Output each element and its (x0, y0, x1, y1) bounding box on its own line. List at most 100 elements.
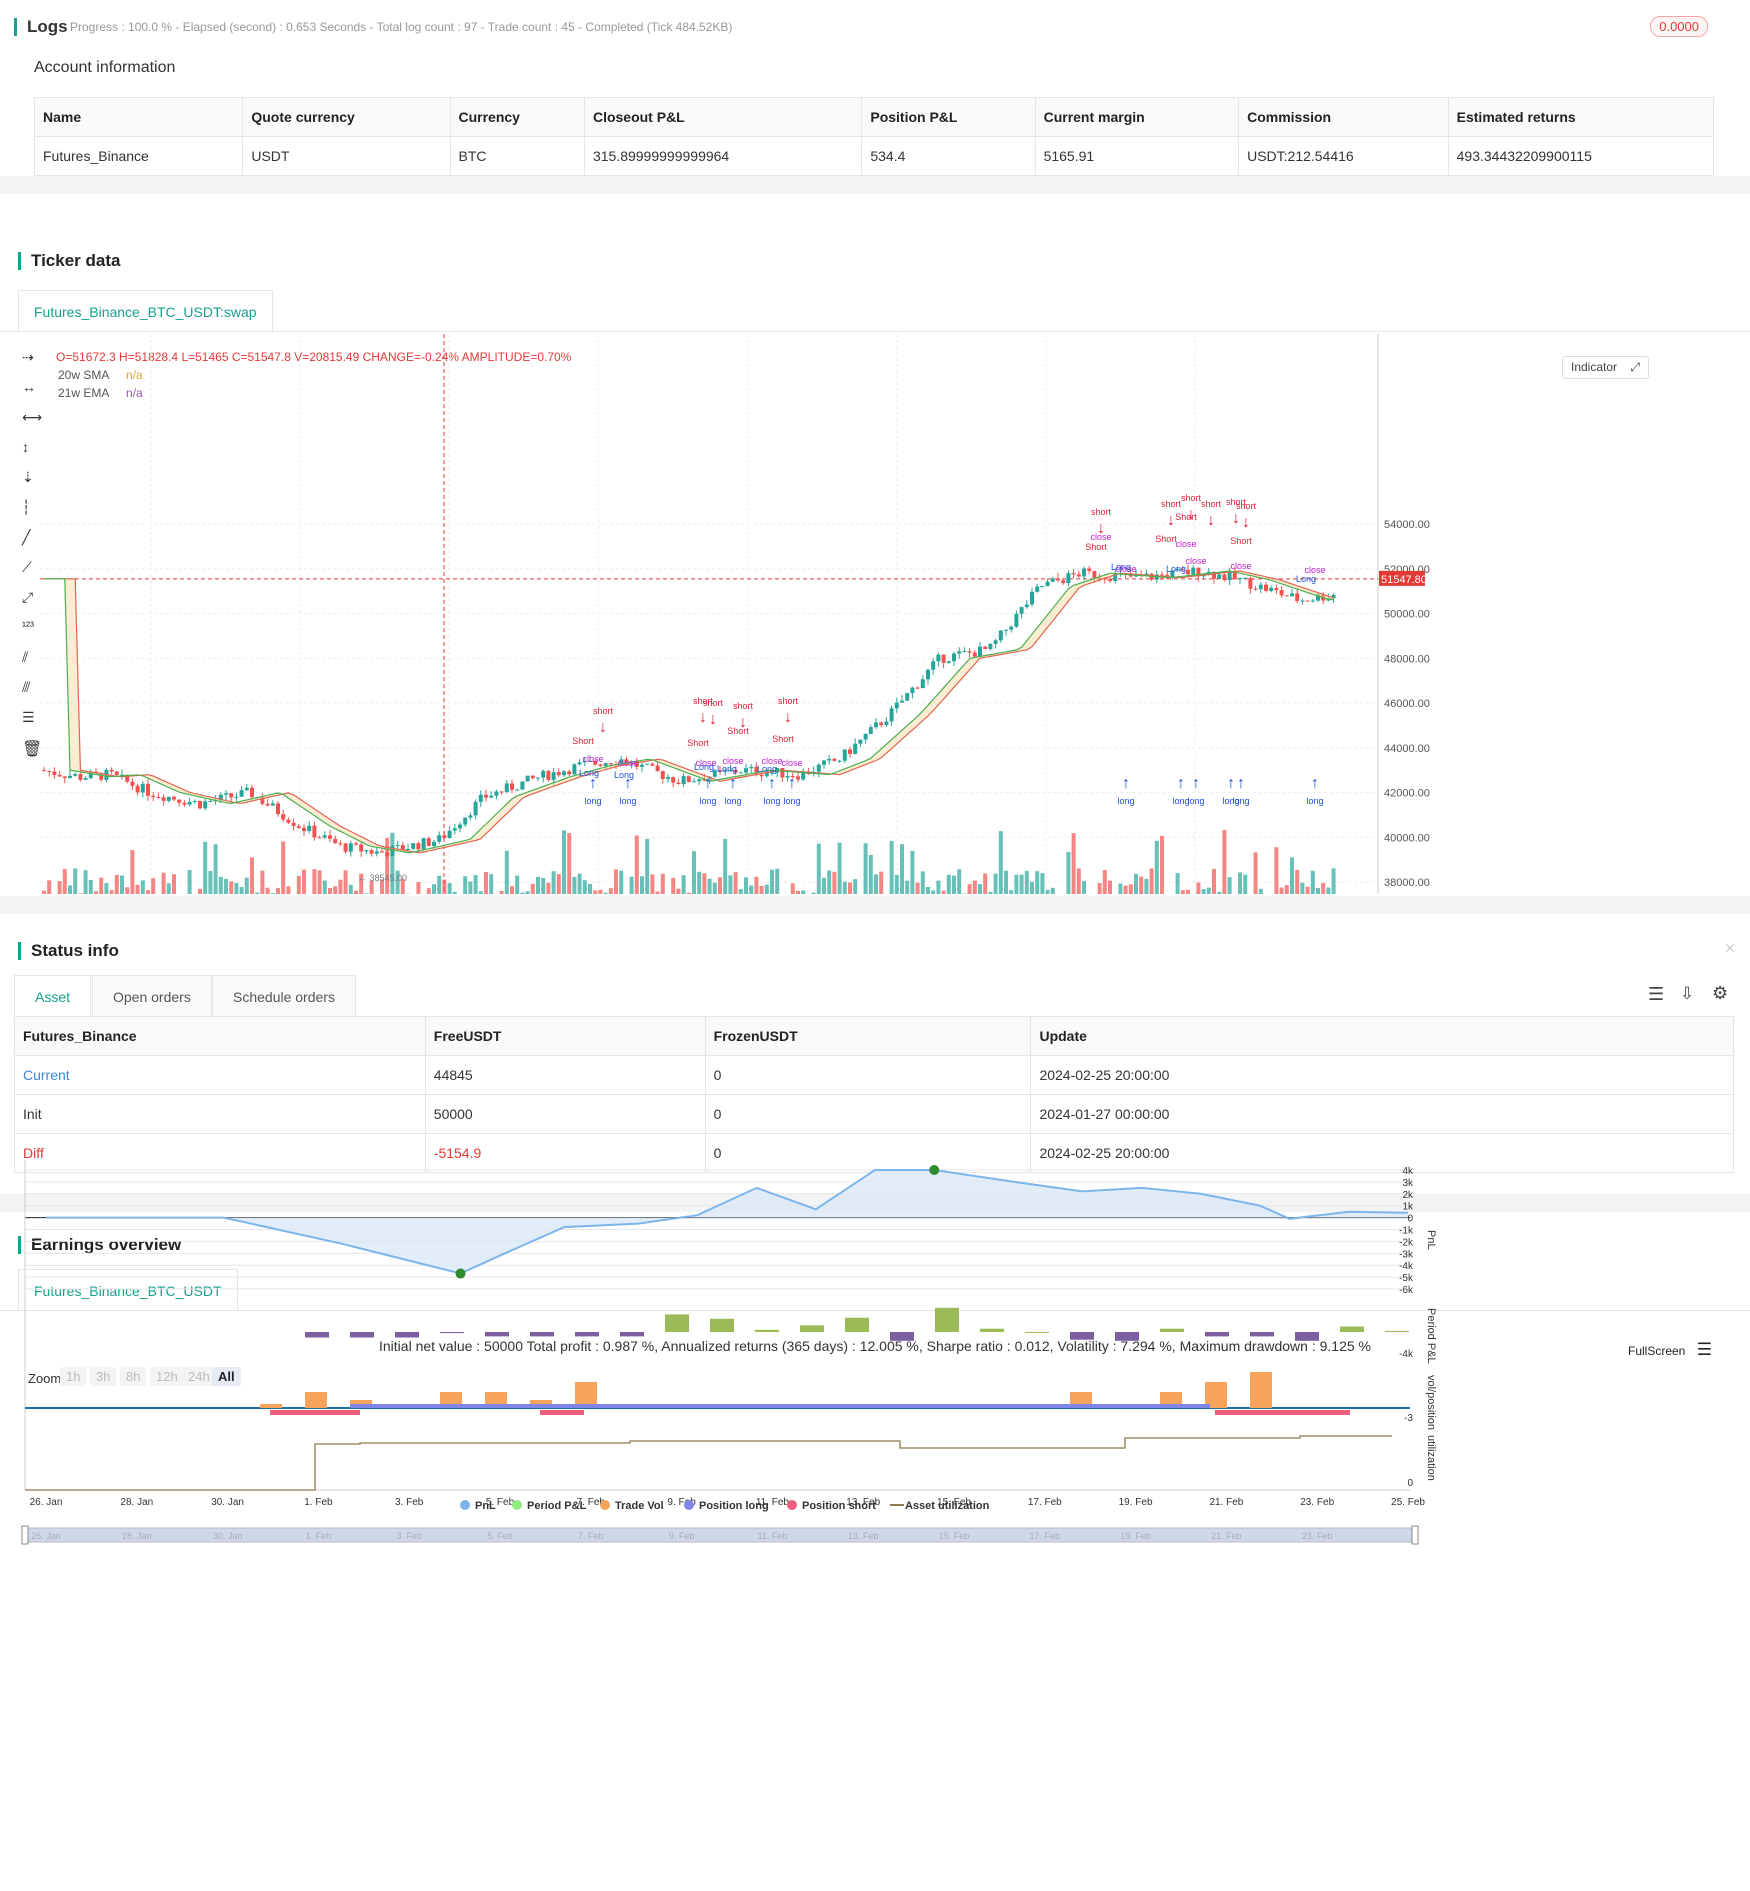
candle-body (354, 843, 358, 845)
vertical-segment-icon[interactable]: ┆ (22, 499, 31, 515)
fullscreen-button[interactable]: FullScreen ☰ (1628, 1340, 1712, 1360)
candle-body (868, 727, 873, 734)
vertical-ray-icon[interactable]: ⇣ (22, 469, 34, 485)
list-icon[interactable]: ☰ (1648, 984, 1665, 1004)
earnings-tab[interactable]: Futures_Binance_BTC_USDT (18, 1269, 238, 1311)
volume-bar (848, 882, 852, 894)
indicator-button[interactable]: Indicator ⤢ (1562, 356, 1649, 379)
candle-body (926, 669, 930, 680)
zoom-3h-button[interactable]: 3h (90, 1367, 117, 1386)
extended-line-icon[interactable]: ⤢ (22, 589, 34, 605)
zoom-1h-button[interactable]: 1h (60, 1367, 87, 1386)
parallel-channel-icon[interactable]: ⫽ (22, 649, 29, 665)
volume-bar (879, 871, 884, 894)
zoom-24h-button[interactable]: 24h (182, 1367, 216, 1386)
fib-channel-icon[interactable]: ⫻ (22, 679, 31, 695)
candle-body (593, 760, 598, 765)
candle-body (1232, 572, 1237, 579)
status-row-init: Init 50000 0 2024-01-27 00:00:00 (14, 1094, 1734, 1134)
fib-retracement-icon[interactable]: ☰ (22, 709, 35, 725)
long-label: long (699, 796, 716, 806)
sma-value: n/a (126, 368, 143, 382)
account-header-row: Name Quote currency Currency Closeout P&L Po… (33, 97, 1715, 137)
candle-body (978, 646, 982, 657)
short-arrow: ↓ (1187, 506, 1195, 523)
legend-swatch (512, 1500, 522, 1510)
volume-bar (468, 881, 473, 894)
volume-bar (562, 830, 566, 894)
gear-icon[interactable]: ⚙ (1712, 983, 1729, 1003)
short-entry-label: Short (1155, 534, 1177, 544)
price-tick-label: 46000.00 (1384, 698, 1430, 710)
ray-line-icon[interactable]: ⟋ (22, 559, 32, 575)
navigator-tick: 19. Feb (1120, 1531, 1151, 1541)
price-tick-label: 50000.00 (1384, 609, 1430, 621)
horizontal-segment-icon[interactable]: ⟷ (22, 409, 43, 425)
volume-bar (900, 844, 904, 894)
vertical-line-icon[interactable]: ↕ (22, 439, 29, 455)
candle-body (369, 850, 374, 854)
candle-body (905, 693, 910, 701)
volume-bar (385, 837, 390, 894)
candle-body (577, 762, 582, 765)
long-label: long (763, 796, 780, 806)
candle-body (229, 793, 234, 798)
close-label: close (1185, 556, 1206, 566)
util-axis-name: utilization (1425, 1435, 1437, 1481)
menu-icon[interactable]: ☰ (1696, 1340, 1712, 1359)
trend-line-icon[interactable]: ╱ (22, 529, 31, 545)
candle-body (234, 796, 239, 798)
earnings-heading: Earnings overview (18, 1236, 181, 1254)
candle-body (567, 771, 572, 775)
candle-body (406, 848, 410, 850)
horizontal-ray-icon[interactable]: ⇢ (22, 349, 34, 365)
last-price-badge (1379, 570, 1425, 586)
long-arrow: ↑ (589, 775, 597, 792)
volume-bar (718, 877, 722, 894)
volume-bar (775, 868, 780, 894)
candle-body (629, 761, 634, 765)
candle-body (650, 763, 655, 766)
pnl-tick-label: 3k (1402, 1178, 1414, 1189)
earnings-panel: Earnings overview Futures_Binance_BTC_US… (0, 1160, 1750, 1891)
zoom-all-button[interactable]: All (212, 1367, 241, 1386)
pnl-tick-label: 0 (1407, 1214, 1413, 1225)
close-icon[interactable]: ✕ (1724, 940, 1736, 956)
trade-vol-bar (1205, 1382, 1227, 1408)
date-tick-label: 7. Feb (577, 1497, 606, 1508)
horizontal-line-icon[interactable]: ↔ (22, 379, 36, 395)
zoom-8h-button[interactable]: 8h (120, 1367, 147, 1386)
period-pnl-bar (395, 1332, 419, 1338)
candle-body (1040, 586, 1045, 588)
volume-bar (707, 878, 712, 894)
tab-schedule-orders[interactable]: Schedule orders (212, 975, 356, 1017)
zoom-12h-button[interactable]: 12h (150, 1367, 184, 1386)
date-tick-label: 26. Jan (30, 1497, 63, 1508)
period-tick-label: -4k (1399, 1349, 1414, 1360)
tab-asset[interactable]: Asset (14, 975, 92, 1017)
cloud-download-icon[interactable]: ⇩ (1680, 984, 1695, 1003)
price-label-icon[interactable]: ¹²³ (22, 619, 34, 633)
position-long-bar (350, 1404, 1210, 1408)
candle-body (1076, 574, 1081, 577)
candle-body (952, 653, 956, 662)
tab-open-orders[interactable]: Open orders (92, 975, 212, 1017)
ticker-tab[interactable]: Futures_Binance_BTC_USDT:swap (18, 290, 273, 332)
short-arrow: ↓ (1242, 514, 1250, 531)
candle-body (671, 777, 676, 783)
period-axis-name: Period P&L (1425, 1308, 1437, 1364)
legend-label: Position short (802, 1500, 876, 1512)
volume-bar (697, 871, 702, 894)
volume-bar (967, 884, 972, 894)
pnl-tick-label: 1k (1402, 1202, 1414, 1213)
delete-drawings-icon[interactable]: 🗑 (22, 741, 43, 758)
candle-body (556, 772, 561, 776)
candlestick-chart[interactable]: 54000.0052000.0050000.0048000.0046000.00… (0, 334, 1750, 894)
date-tick-label: 30. Jan (211, 1497, 244, 1508)
candle-body (837, 760, 842, 762)
expand-icon[interactable]: ⤢ (1630, 360, 1640, 374)
period-pnl-bar (890, 1332, 914, 1341)
volume-bar (234, 882, 239, 894)
legend-swatch (684, 1500, 694, 1510)
